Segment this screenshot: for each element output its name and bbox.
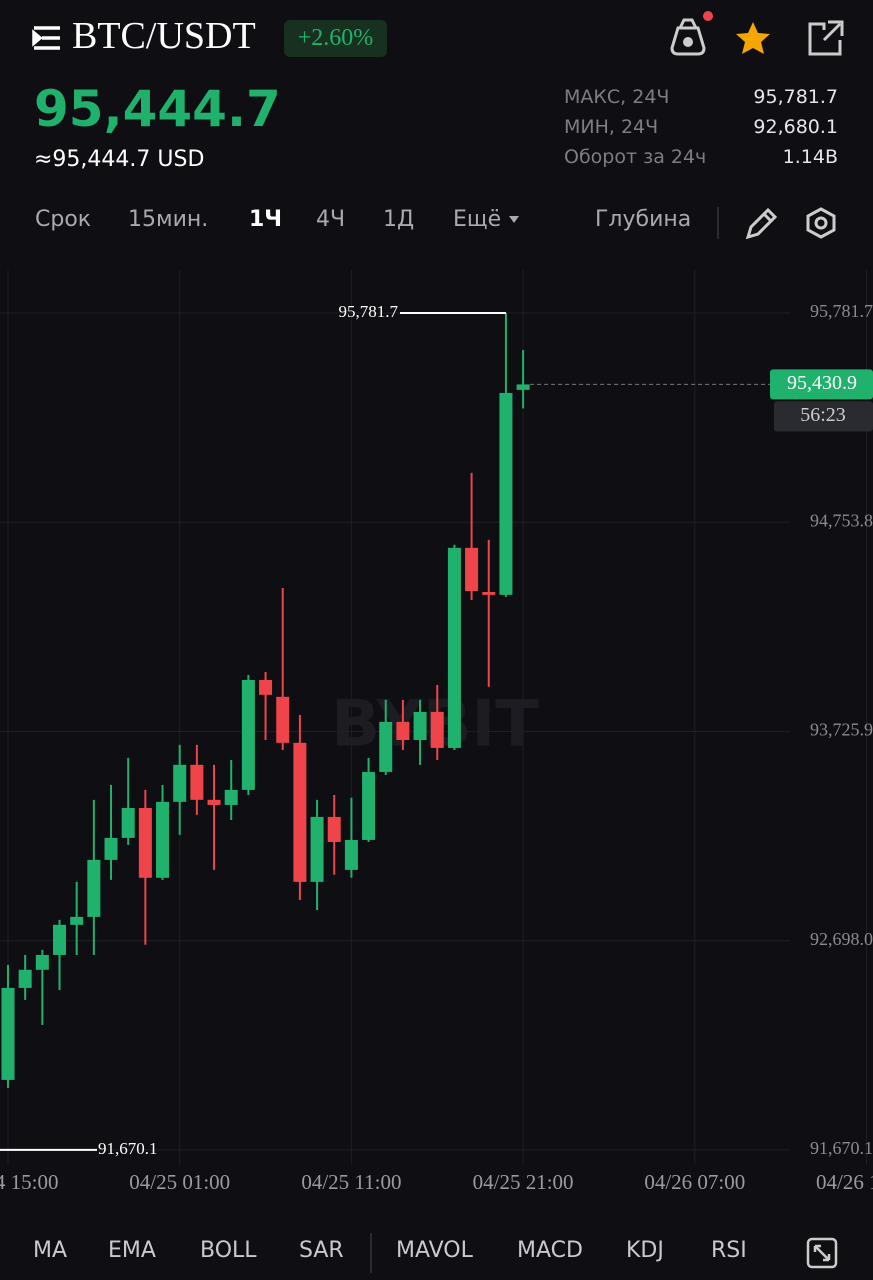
bag-icon[interactable] bbox=[670, 11, 713, 56]
candle-body bbox=[413, 711, 427, 740]
symbol[interactable]: BTC/USDT bbox=[72, 15, 256, 57]
menu-icon[interactable] bbox=[30, 24, 70, 54]
candle-body bbox=[327, 816, 341, 842]
candle-body bbox=[53, 924, 67, 955]
x-tick-label: 04/25 21:00 bbox=[473, 1170, 574, 1194]
stat-value: 1.14B bbox=[782, 146, 838, 168]
indicator-tab[interactable]: KDJ bbox=[626, 1238, 664, 1263]
share-icon[interactable] bbox=[808, 20, 844, 56]
indicator-tab[interactable]: RSI bbox=[711, 1238, 747, 1263]
indicator-tab[interactable]: BOLL bbox=[200, 1238, 257, 1263]
indicator-tab[interactable]: MAVOL bbox=[396, 1238, 473, 1263]
favorite-icon[interactable] bbox=[736, 22, 770, 54]
candle-body bbox=[310, 816, 324, 882]
change-badge: +2.60% bbox=[284, 20, 387, 57]
candle-body bbox=[241, 679, 255, 790]
indicator-tab[interactable]: SAR bbox=[299, 1238, 344, 1263]
candle-body bbox=[70, 916, 84, 925]
settings-icon[interactable] bbox=[806, 207, 836, 239]
timeframe-tab[interactable]: 1Ч bbox=[249, 207, 283, 232]
indicator-tab[interactable]: MACD bbox=[517, 1238, 583, 1263]
x-tick-label: 04/26 07:00 bbox=[644, 1170, 745, 1194]
y-tick-label: 94,753.8 bbox=[810, 510, 873, 530]
countdown-tag bbox=[774, 401, 873, 432]
x-tick-label: 04/25 01:00 bbox=[129, 1170, 230, 1194]
candle-body bbox=[396, 721, 410, 740]
candle-body bbox=[104, 837, 118, 860]
candle-body bbox=[293, 742, 307, 882]
candle-body bbox=[35, 954, 49, 970]
candle-body bbox=[447, 547, 461, 748]
candle-body bbox=[121, 807, 135, 838]
candle-body bbox=[499, 392, 513, 595]
y-tick-label: 91,670.1 bbox=[810, 1138, 873, 1158]
candle-body bbox=[276, 696, 290, 743]
y-tick-label: 93,725.9 bbox=[810, 720, 873, 740]
stat-label: МИН, 24Ч bbox=[564, 116, 659, 138]
stat-value: 95,781.7 bbox=[753, 86, 838, 108]
candle-body bbox=[1, 987, 15, 1080]
candle-body bbox=[224, 789, 238, 805]
x-tick-label: 04/24 15:00 bbox=[0, 1170, 58, 1194]
fullscreen-icon[interactable] bbox=[806, 1237, 838, 1269]
candle-body bbox=[138, 807, 152, 878]
high-marker-label: 95,781.7 bbox=[339, 302, 399, 321]
draw-icon[interactable] bbox=[745, 207, 778, 240]
timeframe-tab[interactable]: Срок bbox=[35, 207, 92, 232]
y-tick-label: 95,781.7 bbox=[810, 301, 873, 321]
candle-body bbox=[190, 764, 204, 800]
stat-label: МАКС, 24Ч bbox=[564, 86, 670, 108]
divider bbox=[370, 1233, 372, 1273]
last-price-tag bbox=[770, 369, 873, 400]
y-tick-label: 92,698.0 bbox=[810, 929, 873, 949]
candle-body bbox=[156, 801, 170, 878]
candle-body bbox=[379, 721, 393, 772]
stat-label: Оборот за 24ч bbox=[564, 146, 707, 168]
low-marker-label: 91,670.1 bbox=[98, 1139, 158, 1158]
divider bbox=[717, 207, 719, 239]
candle-body bbox=[362, 771, 376, 840]
depth-tab[interactable]: Глубина bbox=[595, 207, 692, 232]
price-usd: ≈95,444.7 USD bbox=[34, 147, 205, 172]
stat-value: 92,680.1 bbox=[753, 116, 838, 138]
timeframe-tab[interactable]: Ещё bbox=[453, 207, 502, 232]
candle-body bbox=[430, 711, 444, 748]
candle-body bbox=[516, 384, 530, 390]
x-tick-label: 04/25 11:00 bbox=[301, 1170, 401, 1194]
timeframe-tab[interactable]: 1Д bbox=[383, 207, 415, 232]
last-price: 95,444.7 bbox=[34, 80, 281, 138]
candle-body bbox=[344, 839, 358, 870]
dropdown-arrow bbox=[509, 216, 519, 223]
candle-body bbox=[207, 799, 221, 805]
candle-body bbox=[482, 592, 496, 595]
last-price-label: 95,430.9 bbox=[787, 372, 857, 394]
tool-icons bbox=[745, 207, 836, 240]
candle-body bbox=[18, 969, 32, 988]
timeframe-tab[interactable]: 4Ч bbox=[316, 207, 346, 232]
candle-body bbox=[173, 764, 187, 802]
header-icons bbox=[670, 11, 844, 56]
countdown: 56:23 bbox=[800, 404, 846, 426]
candle-body bbox=[465, 547, 479, 591]
candle-body bbox=[87, 859, 101, 917]
indicator-tab[interactable]: MA bbox=[33, 1238, 68, 1263]
x-tick-label: 04/26 17:00 bbox=[816, 1170, 873, 1194]
candle-body bbox=[259, 679, 273, 695]
timeframe-tab[interactable]: 15мин. bbox=[128, 207, 209, 232]
indicator-tab[interactable]: EMA bbox=[108, 1238, 156, 1263]
